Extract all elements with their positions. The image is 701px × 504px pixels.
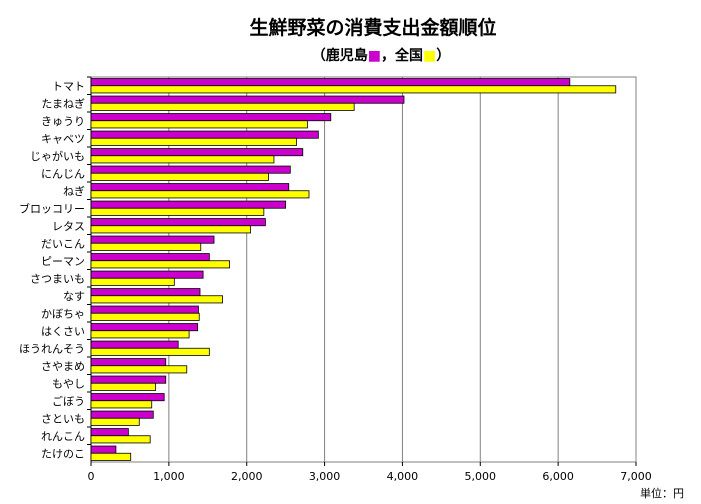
bar-national bbox=[90, 207, 265, 216]
x-tick-label: 1,000 bbox=[153, 470, 185, 483]
bar-national bbox=[90, 260, 230, 269]
bar-national bbox=[90, 85, 617, 94]
x-tick-label: 4,000 bbox=[387, 470, 419, 483]
bar-kagoshima bbox=[90, 340, 179, 349]
subtitle-open: （ bbox=[312, 48, 326, 64]
category-label: はくさい bbox=[41, 325, 85, 338]
category-label: さやまめ bbox=[41, 360, 85, 373]
category-label: じゃがいも bbox=[30, 149, 85, 163]
bar-kagoshima bbox=[90, 270, 204, 279]
bar-kagoshima bbox=[90, 305, 199, 314]
bar-national bbox=[90, 400, 153, 409]
x-tick-label: 7,000 bbox=[620, 470, 652, 483]
bar-national bbox=[90, 102, 355, 111]
category-label: たけのこ bbox=[41, 447, 85, 460]
bar-national bbox=[90, 365, 188, 374]
bar-kagoshima bbox=[90, 393, 165, 402]
legend-label-national: 全国 bbox=[394, 47, 423, 64]
bar-kagoshima bbox=[90, 288, 201, 297]
bar-national bbox=[90, 242, 202, 251]
bar-national bbox=[90, 382, 157, 391]
category-label: れんこん bbox=[41, 430, 85, 443]
bar-national bbox=[90, 190, 310, 199]
bar-national bbox=[90, 277, 175, 286]
bar-national bbox=[90, 225, 252, 234]
bar-national bbox=[90, 155, 275, 164]
bar-kagoshima bbox=[90, 148, 304, 157]
category-label: もやし bbox=[52, 377, 85, 390]
category-label: ほうれんそう bbox=[19, 342, 85, 355]
x-tick-label: 2,000 bbox=[231, 470, 263, 483]
category-label: ピーマン bbox=[41, 255, 85, 268]
bar-national bbox=[90, 435, 151, 444]
legend-label-kagoshima: 鹿児島 bbox=[325, 47, 368, 64]
category-label: キャベツ bbox=[41, 132, 85, 145]
legend-swatch-kagoshima: ■ bbox=[368, 48, 381, 64]
category-label: さといも bbox=[41, 412, 85, 425]
unit-label: 単位：円 bbox=[640, 486, 684, 500]
x-tick-label: 0 bbox=[88, 470, 95, 483]
chart-title: 生鮮野菜の消費支出金額順位 bbox=[249, 16, 496, 39]
bar-kagoshima bbox=[90, 428, 129, 437]
bar-national bbox=[90, 312, 200, 321]
x-tick-label: 6,000 bbox=[542, 470, 574, 483]
bar-national bbox=[90, 330, 190, 339]
category-label: ごぼう bbox=[52, 394, 85, 408]
category-label: なす bbox=[63, 290, 85, 303]
legend-swatch-national: ■ bbox=[423, 48, 436, 64]
bar-national bbox=[90, 347, 210, 356]
bar-kagoshima bbox=[90, 253, 210, 262]
bar-national bbox=[90, 120, 308, 129]
x-tick-label: 3,000 bbox=[309, 470, 341, 483]
category-label: にんじん bbox=[41, 167, 85, 180]
bar-kagoshima bbox=[90, 235, 215, 244]
subtitle-separator: ， bbox=[381, 48, 395, 64]
bar-kagoshima bbox=[90, 410, 154, 419]
bar-kagoshima bbox=[90, 358, 167, 367]
bar-kagoshima bbox=[90, 78, 571, 87]
category-label: かぼちゃ bbox=[41, 307, 85, 320]
category-label: たまねぎ bbox=[41, 96, 85, 110]
category-label: きゅうり bbox=[41, 115, 85, 128]
category-label: さつまいも bbox=[30, 272, 85, 285]
bar-kagoshima bbox=[90, 218, 266, 227]
category-label: レタス bbox=[52, 220, 85, 233]
category-label: ねぎ bbox=[63, 184, 85, 198]
bar-kagoshima bbox=[90, 183, 290, 192]
bar-kagoshima bbox=[90, 323, 199, 332]
subtitle-close: ） bbox=[436, 48, 450, 64]
category-label: ブロッコリー bbox=[19, 201, 85, 215]
bar-kagoshima bbox=[90, 445, 117, 454]
bar-national bbox=[90, 295, 223, 304]
category-label: トマト bbox=[52, 80, 85, 93]
bar-national bbox=[90, 417, 140, 426]
bar-kagoshima bbox=[90, 130, 319, 139]
bar-kagoshima bbox=[90, 165, 291, 174]
category-label: だいこん bbox=[41, 237, 85, 250]
bar-kagoshima bbox=[90, 95, 405, 104]
chart-subtitle: （鹿児島■，全国■） bbox=[312, 47, 450, 64]
bar-national bbox=[90, 452, 132, 461]
x-tick-label: 5,000 bbox=[465, 470, 497, 483]
plot-area: 0 1,000 2,000 3,000 4,000 5,000 6,000 7,000 トマトた… bbox=[19, 76, 652, 483]
bar-national bbox=[90, 137, 297, 146]
bar-kagoshima bbox=[90, 113, 332, 122]
bar-national bbox=[90, 172, 269, 181]
bar-kagoshima bbox=[90, 200, 287, 209]
bar-kagoshima bbox=[90, 375, 167, 384]
